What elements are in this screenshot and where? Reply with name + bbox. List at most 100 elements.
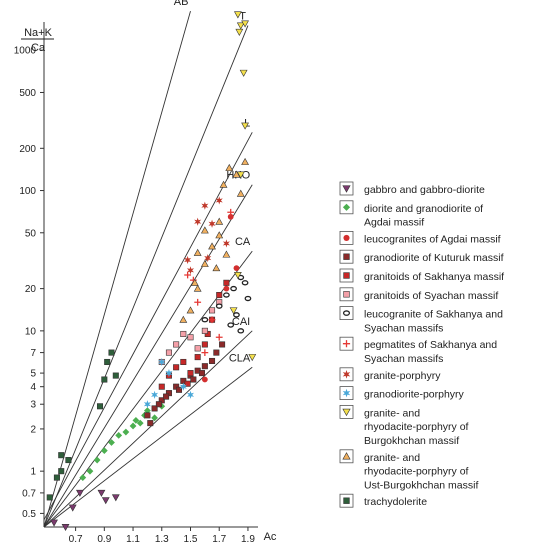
data-point-series-4: [219, 341, 226, 348]
data-point-series-12: [179, 315, 188, 323]
reference-line-label-t: T: [239, 11, 246, 23]
legend-label: granite- and rhyodacite-porphyry of Burgok…: [364, 407, 469, 447]
legend-label: trachydolerite: [364, 496, 427, 508]
data-point-series-13: [46, 494, 53, 501]
reference-line-label-cai: CAI: [232, 316, 250, 328]
axes: Na+K Ca Ac: [21, 22, 277, 543]
data-point-series-7: [227, 322, 235, 328]
data-point-series-7: [201, 317, 209, 323]
legend-marker-series-7: [342, 310, 351, 316]
data-point-series-9: [201, 201, 209, 210]
data-point-series-2: [93, 456, 101, 464]
y-tick-label: 500: [19, 88, 36, 99]
legend-label: granitoids of Sakhanya massif: [364, 271, 504, 283]
data-point-series-12: [200, 259, 209, 267]
data-point-series-10: [165, 369, 173, 378]
data-point-series-12: [186, 306, 195, 314]
data-point-series-9: [222, 239, 230, 248]
x-tick-label: 1.3: [155, 534, 169, 545]
data-point-series-5: [184, 380, 191, 387]
data-point-series-5: [223, 279, 230, 286]
data-point-series-4: [151, 405, 158, 412]
data-point-series-13: [58, 468, 65, 475]
legend-marker-series-11: [342, 408, 351, 417]
data-point-series-9: [215, 196, 223, 205]
legend-marker-series-2: [342, 203, 351, 211]
data-point-series-2: [108, 439, 115, 446]
ticks: 0.5 0.7 1 2 3 4 5 7 10 20 50 100 200 500 1000 0.7 0.9 1.1…: [14, 46, 256, 545]
data-point-series-8: [201, 349, 209, 356]
data-point-series-4: [147, 420, 154, 427]
data-point-series-3: [227, 213, 234, 220]
data-point-series-7: [237, 328, 245, 334]
data-point-series-12: [215, 231, 224, 239]
data-point-series-9: [204, 254, 212, 263]
data-point-series-12: [190, 278, 199, 286]
legend-marker-series-1: [342, 185, 351, 193]
data-point-series-1: [68, 504, 77, 512]
x-tick-label: 1.1: [126, 534, 140, 545]
data-point-series-2: [79, 474, 87, 481]
legend-marker-series-4: [343, 253, 350, 260]
legend-label: granodiorite of Kuturuk massif: [364, 252, 504, 264]
data-point-series-9: [194, 217, 202, 226]
legend-label: diorite and granodiorite of Agdai massif: [364, 203, 483, 229]
data-point-series-12: [219, 180, 228, 188]
y-tick-label: 10: [25, 326, 37, 337]
data-point-series-7: [241, 280, 249, 286]
legend-label: pegmatites of Sakhanya and Syachan massif…: [364, 339, 497, 365]
y-tick-label: 0.7: [22, 488, 36, 499]
data-point-series-2: [100, 447, 108, 455]
reference-line-label-ab: AB: [174, 0, 189, 8]
data-point-series-8: [208, 316, 216, 324]
data-point-series-5: [201, 341, 208, 348]
data-point-series-5: [158, 383, 165, 390]
data-point-series-13: [108, 349, 115, 356]
legend-marker-series-6: [343, 291, 350, 298]
y-tick-label: 20: [25, 284, 37, 295]
data-point-series-6: [194, 345, 201, 352]
legend-label: granodiorite-porphyry: [364, 389, 465, 401]
legend-label: granite-porphyry: [364, 370, 441, 382]
reference-lines: ABTLHKOCACAICLA: [43, 0, 253, 528]
reference-line-hko: [43, 184, 253, 528]
legend-marker-series-3: [343, 234, 350, 241]
reference-line-cai: [43, 330, 253, 528]
data-point-series-4: [201, 363, 208, 370]
data-point-series-12: [212, 264, 221, 272]
data-point-series-1: [97, 489, 106, 497]
data-point-series-9: [186, 266, 195, 275]
data-point-series-2: [132, 417, 140, 424]
data-point-series-10: [151, 390, 159, 399]
data-point-series-12: [225, 163, 234, 171]
data-point-series-11: [241, 122, 249, 130]
data-point-series-4: [144, 412, 151, 419]
data-point-series-4: [213, 349, 220, 356]
data-point-series-10: [158, 357, 166, 367]
data-point-series-10: [179, 382, 187, 391]
data-point-series-4: [209, 357, 216, 364]
data-point-series-6: [180, 330, 187, 338]
data-point-series-13: [96, 403, 104, 410]
data-point-series-11: [248, 354, 257, 362]
data-point-series-12: [222, 250, 231, 258]
y-tick-label: 3: [30, 400, 36, 411]
reference-line-ab: [43, 11, 191, 528]
data-point-series-13: [58, 452, 65, 459]
legend-label: granitoids of Syachan massif: [364, 290, 498, 302]
data-point-series-11: [229, 307, 238, 315]
data-point-series-7: [215, 303, 223, 309]
data-point-series-12: [215, 217, 224, 225]
data-point-series-8: [227, 208, 235, 216]
data-point-series-4: [155, 401, 162, 408]
data-point-series-12: [241, 157, 249, 165]
data-point-series-5: [187, 370, 194, 377]
data-point-series-5: [173, 364, 180, 371]
y-tick-label: 200: [19, 144, 36, 155]
data-point-series-7: [233, 312, 240, 318]
x-axis-label: Ac: [264, 531, 277, 543]
data-point-series-12: [200, 226, 209, 234]
y-axis-label-numerator: Na+K: [24, 27, 52, 39]
data-point-series-12: [208, 242, 216, 250]
